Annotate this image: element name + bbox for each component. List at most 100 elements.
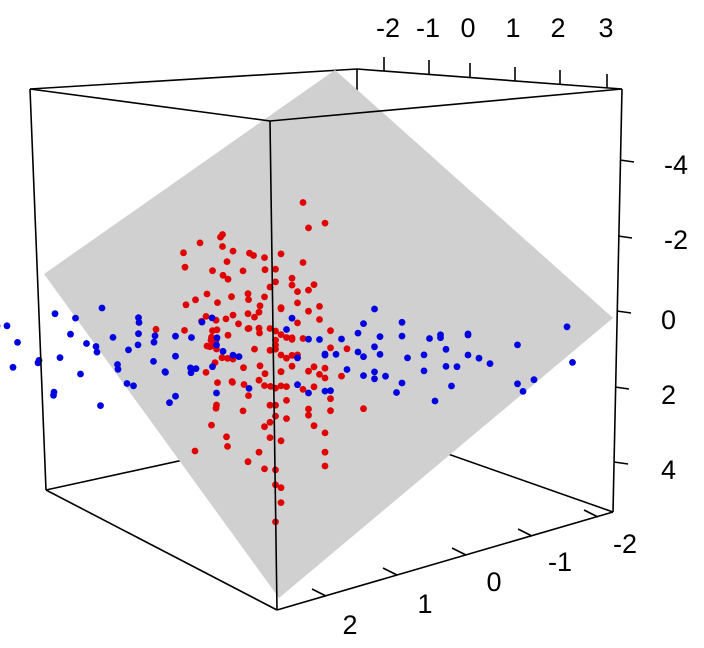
red-point — [223, 258, 231, 265]
red-point — [327, 407, 334, 415]
blue-point — [316, 336, 323, 343]
tick-label: 1 — [505, 13, 520, 43]
box-edge — [356, 68, 623, 90]
red-point — [283, 415, 290, 422]
blue-point — [321, 387, 329, 395]
blue-point — [187, 364, 194, 372]
red-point — [261, 382, 268, 389]
blue-point — [213, 334, 221, 342]
blue-point — [519, 388, 527, 395]
blue-point — [3, 322, 11, 330]
red-point — [299, 386, 307, 393]
red-point — [203, 290, 211, 298]
red-point — [321, 219, 329, 227]
red-point — [305, 405, 312, 413]
red-point — [261, 293, 268, 301]
blue-point — [305, 389, 312, 397]
blue-point — [67, 330, 74, 338]
blue-point — [464, 331, 472, 339]
blue-point — [420, 351, 428, 359]
blue-point — [294, 354, 301, 362]
red-point — [266, 418, 274, 426]
red-point — [261, 370, 269, 378]
blue-point — [188, 334, 195, 341]
bottom-axis-ticks — [311, 509, 599, 597]
red-point — [294, 319, 301, 327]
blue-point — [93, 348, 101, 356]
box-edge — [29, 68, 358, 90]
blue-point — [130, 382, 137, 390]
red-point — [272, 412, 279, 420]
red-point — [283, 354, 290, 362]
red-point — [316, 303, 323, 310]
box-edge — [276, 511, 614, 611]
red-point — [255, 448, 263, 456]
red-point — [283, 397, 290, 404]
red-point — [261, 423, 268, 431]
blue-point — [150, 338, 158, 346]
red-point — [152, 325, 160, 333]
red-point — [294, 299, 301, 307]
red-point — [250, 252, 257, 259]
red-point — [288, 351, 296, 359]
red-point — [181, 263, 189, 271]
axis-tick — [382, 567, 398, 576]
blue-point — [161, 368, 169, 375]
blue-point — [72, 314, 79, 322]
red-point — [181, 327, 188, 334]
red-point — [267, 383, 274, 390]
axis-tick — [613, 461, 629, 465]
blue-point — [332, 350, 340, 358]
red-point — [305, 224, 312, 232]
red-point — [182, 301, 190, 309]
red-point — [218, 354, 226, 362]
red-point — [239, 267, 247, 275]
blue-point — [360, 353, 367, 361]
red-point — [244, 458, 252, 466]
blue-point — [34, 359, 42, 367]
red-point — [235, 320, 242, 328]
blue-point — [437, 334, 444, 342]
blue-point — [382, 372, 389, 380]
red-point — [223, 433, 230, 441]
blue-point — [569, 359, 576, 366]
tick-label: 1 — [417, 589, 432, 619]
axis-tick — [619, 159, 635, 163]
blue-point — [283, 326, 290, 333]
blue-point — [14, 339, 21, 346]
blue-point — [172, 392, 179, 400]
blue-point — [371, 375, 378, 383]
blue-point — [514, 341, 521, 349]
blue-point — [135, 330, 142, 338]
red-point — [310, 383, 318, 391]
tick-label: -2 — [613, 529, 637, 559]
blue-point — [321, 350, 329, 358]
tick-label: -1 — [548, 547, 572, 577]
tick-label: 0 — [486, 567, 501, 597]
tick-label: 0 — [661, 305, 676, 335]
red-point — [321, 448, 329, 456]
axis-tick — [517, 528, 533, 537]
blue-point — [327, 387, 334, 395]
blue-point — [83, 340, 90, 347]
blue-point — [453, 363, 461, 371]
red-point — [214, 379, 221, 386]
blue-point — [305, 335, 312, 343]
points-layer — [0, 199, 576, 526]
red-point — [288, 334, 296, 342]
blue-point — [123, 380, 131, 387]
blue-point — [426, 335, 433, 342]
red-point — [251, 313, 258, 321]
red-point — [277, 499, 285, 506]
blue-point — [51, 310, 59, 318]
red-point — [277, 382, 285, 390]
red-point — [196, 239, 204, 247]
red-point — [305, 286, 312, 294]
tick-label: -2 — [664, 225, 688, 255]
red-point — [240, 364, 247, 372]
blue-point — [9, 363, 17, 371]
axis-tick — [311, 588, 327, 597]
red-point — [277, 331, 285, 338]
blue-point — [134, 341, 142, 349]
